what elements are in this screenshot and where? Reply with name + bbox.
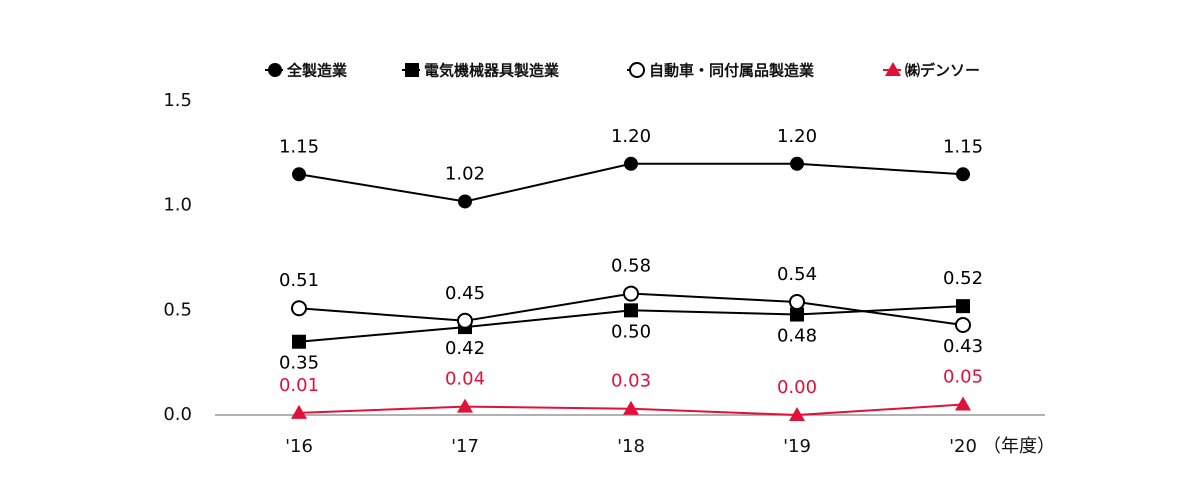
data-label: 0.48 xyxy=(777,326,817,347)
legend-label: ㈱デンソー xyxy=(905,62,980,80)
data-label: 1.15 xyxy=(279,136,319,157)
data-label: 0.04 xyxy=(445,369,485,390)
y-tick-label: 0.0 xyxy=(163,404,192,425)
data-label: 0.45 xyxy=(445,283,485,304)
data-point xyxy=(955,316,971,333)
data-point xyxy=(955,396,971,411)
data-label: 0.58 xyxy=(611,256,651,277)
data-label: 1.20 xyxy=(611,126,651,147)
data-label: 1.15 xyxy=(943,136,983,157)
y-tick-label: 1.0 xyxy=(163,195,192,216)
data-point xyxy=(292,167,306,182)
data-label: 0.03 xyxy=(611,371,651,392)
data-point xyxy=(623,400,639,415)
data-label: 0.05 xyxy=(943,367,983,388)
data-point xyxy=(790,156,804,171)
data-point xyxy=(291,404,307,419)
data-label: 0.00 xyxy=(777,377,817,398)
x-tick-label: '20 xyxy=(949,436,977,457)
y-tick-label: 0.5 xyxy=(163,299,192,320)
data-label: 1.02 xyxy=(445,163,485,184)
legend-marker xyxy=(885,62,901,76)
data-point xyxy=(789,293,805,310)
data-point xyxy=(624,156,638,171)
data-label: 1.20 xyxy=(777,126,817,147)
y-tick-label: 1.5 xyxy=(163,90,192,111)
data-label: 0.42 xyxy=(445,338,485,359)
data-point xyxy=(291,300,307,317)
legend-marker xyxy=(268,63,282,77)
data-label: 0.52 xyxy=(943,268,983,289)
data-point xyxy=(457,398,473,413)
x-tick-label: '17 xyxy=(451,436,479,457)
legend-label: 電気機械器具製造業 xyxy=(424,62,560,80)
x-tick-label: '19 xyxy=(783,436,811,457)
legend-label: 自動車・同付属品製造業 xyxy=(649,62,815,80)
x-tick-label: '16 xyxy=(285,436,313,457)
x-axis-label: （年度） xyxy=(983,436,1055,457)
data-label: 0.51 xyxy=(279,270,319,291)
data-point xyxy=(956,167,970,182)
legend-marker xyxy=(405,63,419,77)
legend-marker xyxy=(629,62,645,78)
data-point xyxy=(624,303,638,318)
data-label: 0.54 xyxy=(777,264,817,285)
data-point xyxy=(790,307,804,322)
data-point xyxy=(789,407,805,421)
data-point xyxy=(292,334,306,349)
x-tick-label: '18 xyxy=(617,436,645,457)
data-label: 0.43 xyxy=(943,336,983,357)
data-point xyxy=(457,312,473,329)
legend-label: 全製造業 xyxy=(286,62,348,80)
data-label: 0.01 xyxy=(279,375,319,396)
data-label: 0.35 xyxy=(279,353,319,374)
data-point xyxy=(458,194,472,209)
data-point xyxy=(623,285,639,302)
data-label: 0.50 xyxy=(611,321,651,342)
data-point xyxy=(956,299,970,314)
